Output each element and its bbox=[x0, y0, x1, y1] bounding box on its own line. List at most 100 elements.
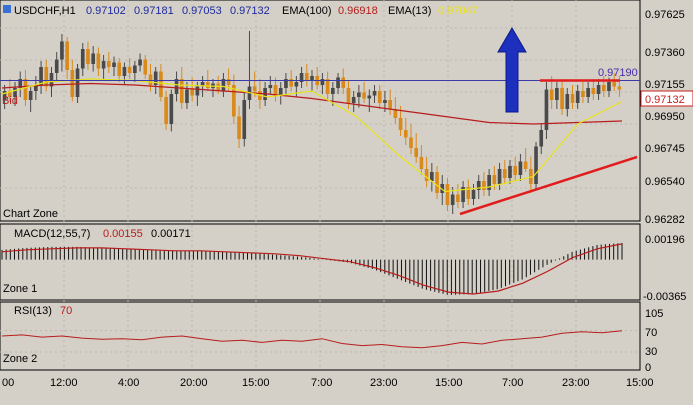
candle-body bbox=[320, 79, 325, 85]
time-label: 00 bbox=[2, 377, 14, 389]
candle-body bbox=[232, 85, 236, 117]
time-label: 15:00 bbox=[435, 377, 463, 389]
candle-body bbox=[518, 161, 523, 175]
candle-body bbox=[179, 79, 184, 103]
candle-body bbox=[565, 94, 570, 109]
candle-body bbox=[127, 67, 132, 73]
candle-body bbox=[336, 77, 340, 88]
candle-body bbox=[607, 82, 611, 91]
candle-body bbox=[284, 79, 288, 88]
ohlc-low: 0.97053 bbox=[182, 5, 222, 17]
candle-body bbox=[523, 161, 528, 169]
price-tick: 0.97155 bbox=[645, 79, 685, 91]
candle-body bbox=[23, 79, 28, 100]
candle-body bbox=[393, 109, 398, 118]
candle-body bbox=[362, 92, 366, 99]
ema13-label: EMA(13) bbox=[388, 5, 431, 17]
candle-body bbox=[372, 91, 377, 96]
candle-body bbox=[96, 53, 101, 69]
candle-body bbox=[409, 137, 413, 148]
macd-header: MACD(12,55,7) 0.00155 0.00171 Zone 1 0.0… bbox=[3, 228, 686, 303]
up-arrow-icon bbox=[497, 27, 527, 113]
candle-body bbox=[164, 97, 168, 124]
candle-body bbox=[351, 97, 356, 103]
candle-body bbox=[388, 100, 392, 109]
time-label: 4:00 bbox=[118, 377, 139, 389]
rsi-series bbox=[0, 330, 640, 353]
candle-body bbox=[242, 100, 247, 139]
candle-body bbox=[185, 89, 189, 103]
candle-body bbox=[383, 100, 387, 103]
candle-body bbox=[591, 88, 596, 94]
candle-body bbox=[487, 175, 491, 190]
candle-body bbox=[544, 89, 549, 130]
candle-body bbox=[34, 85, 38, 91]
candle-body bbox=[508, 166, 512, 178]
candle-body bbox=[596, 85, 601, 94]
candle-body bbox=[471, 190, 476, 199]
candle-body bbox=[44, 67, 49, 87]
time-axis: 00 12:00 4:00 20:00 15:00 7:00 23:00 15:… bbox=[2, 377, 654, 389]
candle-body bbox=[2, 91, 7, 100]
level-label: 0.97190 bbox=[598, 67, 638, 79]
candle-body bbox=[49, 73, 54, 87]
candle-body bbox=[445, 184, 450, 205]
time-label: 23:00 bbox=[562, 377, 590, 389]
candle-body bbox=[28, 91, 33, 100]
candle-body bbox=[138, 59, 142, 66]
candle-body bbox=[133, 65, 137, 73]
current-price: 0.97132 bbox=[645, 94, 685, 106]
candle-body bbox=[75, 68, 80, 97]
current-price-tag bbox=[640, 90, 693, 107]
candle-body bbox=[54, 59, 59, 73]
candle-body bbox=[169, 94, 174, 124]
rsi-tick: 70 bbox=[645, 327, 657, 339]
ema100-value: 0.96918 bbox=[338, 5, 378, 17]
candle-body bbox=[7, 91, 12, 97]
candle-body bbox=[18, 79, 23, 88]
rsi-value: 70 bbox=[60, 305, 72, 317]
candle-body bbox=[555, 88, 559, 100]
candle-body bbox=[325, 79, 330, 94]
rsi-title: RSI(13) bbox=[14, 305, 52, 317]
candle-body bbox=[70, 70, 75, 97]
candle-body bbox=[13, 88, 17, 97]
candle-body bbox=[539, 130, 544, 147]
time-label: 23:00 bbox=[370, 377, 398, 389]
time-label: 7:00 bbox=[502, 377, 523, 389]
chart-overlays bbox=[0, 27, 640, 216]
macd-series bbox=[1, 242, 623, 295]
macd-tick: -0.00365 bbox=[643, 291, 686, 303]
ema100-label: EMA(100) bbox=[282, 5, 332, 17]
candle-body bbox=[612, 82, 617, 87]
candle-body bbox=[310, 76, 314, 81]
candle-body bbox=[367, 95, 372, 99]
ema13-line bbox=[1, 78, 623, 193]
ohlc-high: 0.97181 bbox=[134, 5, 174, 17]
candle-body bbox=[117, 62, 122, 76]
main-header: USDCHF,H1 0.97102 0.97181 0.97053 0.9713… bbox=[2, 5, 478, 220]
candle-body bbox=[65, 41, 69, 70]
candle-body bbox=[534, 146, 538, 184]
candle-body bbox=[581, 91, 585, 97]
time-label: 7:00 bbox=[311, 377, 332, 389]
candle-body bbox=[341, 77, 346, 88]
price-tick: 0.96540 bbox=[645, 176, 685, 188]
macd-signal-line bbox=[1, 243, 623, 295]
candle-body bbox=[461, 187, 465, 202]
price-tick: 0.96282 bbox=[645, 214, 685, 226]
symbol-arrow-icon[interactable] bbox=[3, 5, 11, 13]
candle-body bbox=[273, 85, 278, 96]
rsi-line bbox=[1, 330, 623, 349]
candle-body bbox=[456, 194, 460, 202]
candle-body bbox=[377, 91, 382, 103]
macd-title: MACD(12,55,7) bbox=[14, 228, 90, 240]
candle-body bbox=[440, 184, 445, 193]
candle-body bbox=[153, 71, 158, 85]
candle-body bbox=[91, 53, 95, 64]
candle-body bbox=[101, 61, 106, 69]
candle-body bbox=[560, 88, 564, 109]
candle-body bbox=[414, 148, 419, 157]
price-axis: 0.97625 0.97360 0.97155 0.96950 0.96745 … bbox=[598, 9, 693, 226]
